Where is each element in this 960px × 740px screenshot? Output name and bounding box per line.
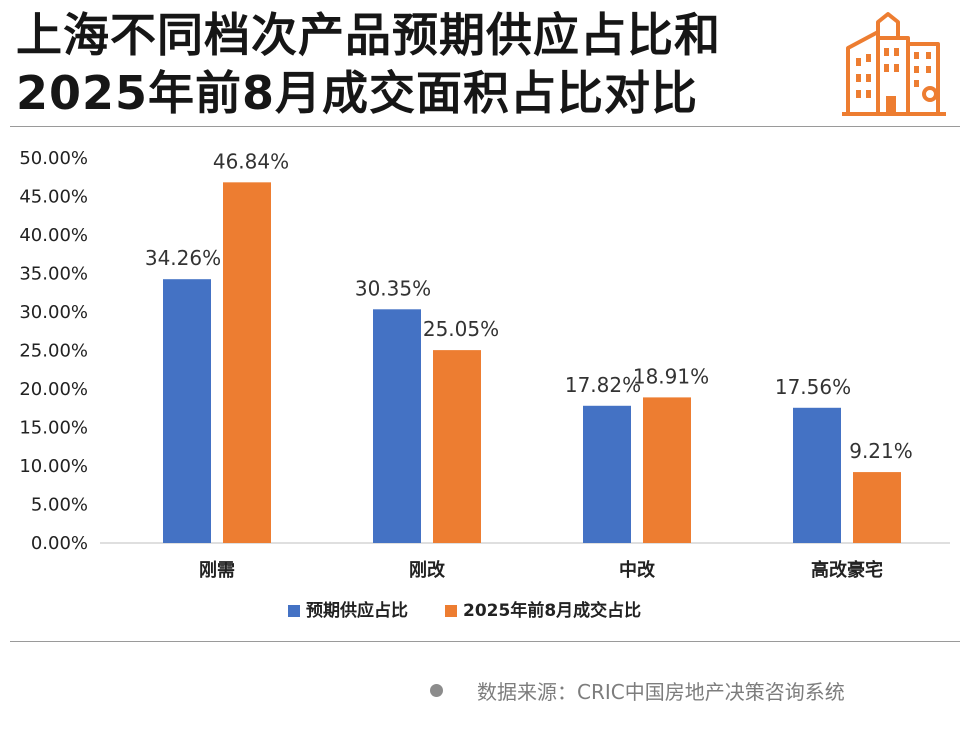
legend-label-supply: 预期供应占比 <box>306 600 408 621</box>
data-label: 25.05% <box>423 317 499 341</box>
y-tick-label: 15.00% <box>19 418 88 439</box>
data-label: 46.84% <box>213 149 289 173</box>
top-divider <box>10 126 960 127</box>
bar-supply <box>373 309 421 543</box>
y-tick-label: 0.00% <box>31 533 88 554</box>
bar-transaction <box>853 472 901 543</box>
title-line-1: 上海不同档次产品预期供应占比和 <box>16 8 721 62</box>
source-note: 数据来源：CRIC中国房地产决策咨询系统 <box>430 676 950 705</box>
data-label: 17.56% <box>775 375 851 399</box>
y-tick-label: 50.00% <box>19 148 88 169</box>
data-label: 9.21% <box>849 439 913 463</box>
legend-label-transaction: 2025年前8月成交占比 <box>463 600 641 621</box>
y-tick-label: 40.00% <box>19 225 88 246</box>
y-tick-label: 35.00% <box>19 264 88 285</box>
x-category-label: 中改 <box>619 559 656 581</box>
data-label: 18.91% <box>633 364 709 388</box>
building-logo-icon <box>842 12 946 116</box>
bar-supply <box>163 279 211 543</box>
data-label: 30.35% <box>355 276 431 300</box>
y-tick-label: 5.00% <box>31 495 88 516</box>
bar-chart: 0.00% 5.00% 10.00% 15.00% 20.00% 25.00% 30.00%… <box>19 148 950 621</box>
chart-title: 上海不同档次产品预期供应占比和 2025年前8月成交面积占比对比 <box>16 6 836 122</box>
y-tick-label: 30.00% <box>19 302 88 323</box>
y-tick-label: 25.00% <box>19 341 88 362</box>
y-tick-label: 10.00% <box>19 456 88 477</box>
bar-supply <box>793 407 841 543</box>
x-category-label: 刚改 <box>409 559 446 581</box>
legend-swatch-transaction <box>445 605 457 617</box>
title-line-2: 2025年前8月成交面积占比对比 <box>16 66 699 120</box>
y-tick-label: 45.00% <box>19 187 88 208</box>
bar-transaction <box>433 350 481 543</box>
bar-transaction <box>643 397 691 543</box>
bullet-dot-icon <box>430 684 443 697</box>
x-category-label: 刚需 <box>199 560 235 581</box>
y-tick-label: 20.00% <box>19 379 88 400</box>
data-label: 34.26% <box>145 246 221 270</box>
bar-supply <box>583 405 631 543</box>
legend-swatch-supply <box>288 605 300 617</box>
source-text: 数据来源：CRIC中国房地产决策咨询系统 <box>477 680 845 704</box>
data-label: 17.82% <box>565 373 641 397</box>
bottom-divider <box>10 641 960 642</box>
bar-transaction <box>223 182 271 543</box>
x-category-label: 高改豪宅 <box>811 559 883 581</box>
